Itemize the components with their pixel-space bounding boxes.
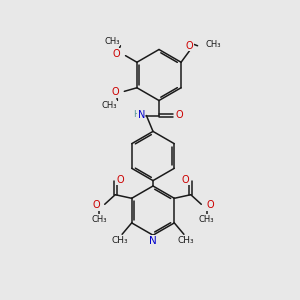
Text: CH₃: CH₃ (92, 215, 107, 224)
Text: O: O (186, 41, 193, 51)
Text: O: O (117, 175, 124, 185)
Text: O: O (176, 110, 183, 121)
Text: CH₃: CH₃ (104, 37, 119, 46)
Text: CH₃: CH₃ (206, 40, 221, 49)
Text: CH₃: CH₃ (199, 215, 214, 224)
Text: CH₃: CH₃ (101, 101, 116, 110)
Text: O: O (182, 175, 189, 185)
Text: N: N (137, 110, 145, 120)
Text: O: O (112, 49, 120, 59)
Text: O: O (111, 87, 119, 97)
Text: CH₃: CH₃ (177, 236, 194, 245)
Text: H: H (133, 110, 140, 119)
Text: O: O (206, 200, 214, 210)
Text: O: O (92, 200, 100, 210)
Text: N: N (149, 236, 157, 246)
Text: CH₃: CH₃ (112, 236, 129, 245)
